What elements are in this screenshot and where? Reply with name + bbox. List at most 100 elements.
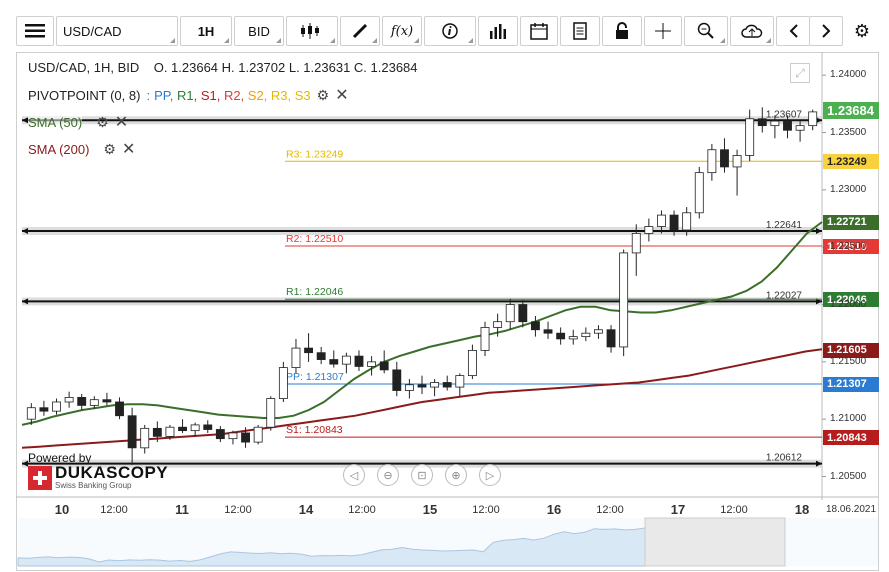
pivot-level-label-s1: S1: 1.20843 (286, 424, 343, 436)
zoom-icon[interactable] (684, 16, 728, 46)
candlestick-type-icon[interactable] (286, 16, 338, 46)
candle-up (26, 407, 36, 420)
horizontal-line-label: 1.22641 (766, 220, 803, 231)
candle-up (631, 233, 641, 254)
reset-view-icon[interactable]: ⊡ (411, 464, 433, 486)
candle-down (530, 321, 540, 331)
sma200-close-icon[interactable]: ✕ (121, 141, 136, 158)
horizontal-line-arrow-left (22, 298, 28, 305)
candle-up (707, 149, 717, 174)
sma50-close-icon[interactable]: ✕ (114, 114, 129, 131)
x-hour-label: 12:00 (348, 504, 376, 516)
candle-up (430, 382, 440, 388)
pivot-settings-gear-icon[interactable]: ⚙ (316, 86, 330, 103)
hamburger-menu-icon[interactable] (16, 16, 54, 46)
candle-up (493, 321, 503, 328)
y-tick-label: 1.21000 (830, 413, 867, 425)
x-hour-label: 12:00 (224, 504, 252, 516)
draw-pen-icon[interactable] (340, 16, 380, 46)
candle-up (64, 396, 74, 403)
zoom-out-icon[interactable]: ⊖ (377, 464, 399, 486)
symbol-select[interactable]: USD/CAD (56, 16, 178, 46)
candle-down (127, 415, 137, 449)
horizontal-line-arrow-right (816, 117, 822, 124)
candle-up (341, 355, 351, 365)
candle-down (783, 120, 792, 131)
candle-down (518, 304, 528, 323)
calendar-icon[interactable] (520, 16, 558, 46)
sma50-settings-gear-icon[interactable]: ⚙ (96, 113, 109, 130)
sma50-line (21, 221, 823, 426)
candle-up (732, 155, 742, 168)
horizontal-line-arrow-left (22, 117, 28, 124)
x-day-label: 17 (670, 502, 686, 517)
price-side-select[interactable]: BID (234, 16, 284, 46)
zoom-in-icon[interactable]: ⊕ (445, 464, 467, 486)
candle-down (354, 355, 364, 367)
arrow-right-icon[interactable] (809, 16, 843, 46)
candle-up (694, 172, 704, 214)
pivot-close-icon[interactable]: ✕ (335, 87, 349, 104)
candle-up (745, 118, 755, 156)
sma200-settings-gear-icon[interactable]: ⚙ (103, 140, 116, 157)
x-day-label: 18 (794, 502, 810, 517)
chart-frame (16, 52, 879, 571)
candle-down (757, 118, 767, 127)
navigator-series (17, 527, 646, 567)
candle-up (278, 367, 288, 399)
horizontal-line-label: 1.20612 (766, 453, 803, 464)
function-fx-icon[interactable]: f(x) (382, 16, 422, 46)
candle-up (505, 304, 515, 323)
sma50-label: SMA (50) (28, 114, 83, 130)
navigator-window (644, 517, 786, 567)
horizontal-line-arrow-right (816, 298, 822, 305)
scroll-right-icon[interactable]: ▷ (479, 464, 501, 486)
brand-subtitle: Swiss Banking Group (55, 481, 132, 490)
x-hour-label: 12:00 (100, 504, 128, 516)
pivot-legend-item: R1, (176, 87, 201, 103)
candle-down (442, 382, 452, 388)
y-tick-label: 1.24000 (830, 69, 867, 81)
crosshair-icon[interactable] (644, 16, 682, 46)
x-hour-label: 12:00 (720, 504, 748, 516)
candle-up (770, 120, 780, 127)
timeframe-label: 1H (197, 23, 215, 39)
sma200-value-tag: 1.21605 (823, 342, 879, 358)
timeframe-select[interactable]: 1H (180, 16, 232, 46)
pivot-legend-item: S2, (247, 87, 271, 103)
info-icon[interactable] (424, 16, 476, 46)
candle-up (253, 426, 263, 443)
sma200-indicator-row: SMA (200) ⚙ ✕ (28, 139, 135, 159)
arrow-left-icon[interactable] (776, 16, 810, 46)
expand-chart-icon[interactable]: ⤢ (790, 63, 810, 83)
pivot-legend-item: R3, (270, 87, 295, 103)
pivot-tag-pp: 1.21307 (823, 376, 879, 392)
settings-gear-icon[interactable]: ⚙ (845, 16, 879, 46)
lock-icon[interactable] (602, 16, 642, 46)
y-tick-label: 1.22000 (830, 298, 867, 310)
horizontal-line-arrow-left (22, 228, 28, 235)
y-tick-label: 1.20500 (830, 470, 867, 482)
cloud-upload-icon[interactable] (730, 16, 774, 46)
x-day-label: 11 (175, 502, 189, 517)
candle-up (657, 214, 666, 227)
y-tick-label: 1.22500 (830, 241, 867, 253)
candle-up (682, 212, 692, 231)
scroll-left-icon[interactable]: ◁ (343, 464, 365, 486)
volume-bars-icon[interactable] (478, 16, 518, 46)
horizontal-line-arrow-right (816, 460, 822, 467)
candle-down (241, 432, 250, 443)
candle-down (152, 427, 162, 437)
sma200-label: SMA (200) (28, 141, 90, 157)
report-icon[interactable] (560, 16, 600, 46)
legend-title: USD/CAD, 1H, BID (28, 60, 140, 75)
candle-down (669, 214, 679, 231)
horizontal-line-arrow-left (22, 460, 28, 467)
candle-up (568, 336, 578, 340)
pivot-legend-item: S1, (200, 87, 224, 103)
candle-up (467, 349, 477, 377)
candle-down (417, 384, 427, 388)
candle-up (190, 424, 200, 432)
candle-up (266, 398, 276, 428)
